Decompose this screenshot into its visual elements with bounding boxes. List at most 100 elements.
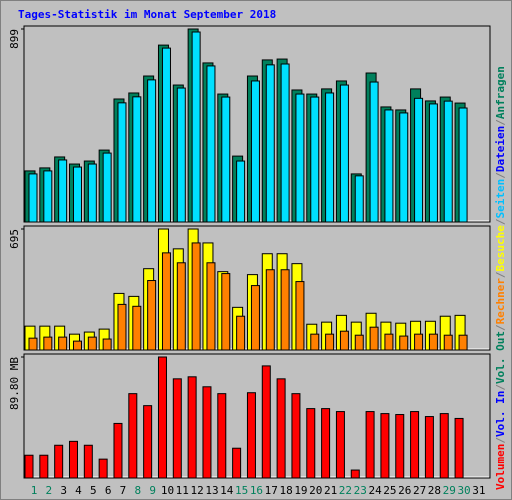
legend-entry: Besuche [494, 225, 507, 272]
x-tick-label: 30 [457, 484, 470, 497]
legend-entry: Anfragen [494, 66, 507, 119]
x-tick-label: 19 [294, 484, 307, 497]
legend: Volumen/Vol. In/Vol. Out/Rechner/Besuche… [494, 66, 507, 490]
bar [454, 417, 464, 479]
bar [325, 333, 335, 351]
bar [102, 338, 112, 351]
x-tick-label: 9 [149, 484, 156, 497]
bar [384, 109, 394, 223]
bar [410, 411, 420, 479]
bar [206, 65, 216, 223]
x-tick-label: 10 [161, 484, 174, 497]
bar [339, 84, 349, 223]
x-tick-label: 24 [368, 484, 382, 497]
x-tick-label: 4 [75, 484, 82, 497]
bar [414, 97, 424, 223]
bar [354, 175, 364, 223]
bar [325, 92, 335, 223]
bar [58, 336, 68, 351]
legend-entry: Seiten [494, 179, 507, 219]
bar [217, 393, 227, 479]
x-tick-label: 7 [120, 484, 127, 497]
bar [72, 340, 82, 351]
bar [98, 458, 108, 479]
x-tick-label: 1 [31, 484, 38, 497]
bar [246, 392, 256, 479]
bar [132, 305, 142, 351]
bar [369, 326, 379, 351]
legend-entry: Vol. In [494, 391, 507, 437]
bar [87, 163, 97, 223]
x-tick-label: 23 [354, 484, 367, 497]
bar [43, 170, 53, 223]
bar [28, 337, 38, 351]
bar [335, 411, 345, 479]
x-tick-label: 8 [134, 484, 141, 497]
bar [350, 469, 360, 479]
bar [458, 334, 468, 351]
legend-separator: / [494, 119, 507, 126]
bar [399, 112, 409, 223]
bar [132, 96, 142, 223]
bar [321, 408, 331, 479]
bar [380, 413, 390, 479]
bar [310, 96, 320, 223]
bar [458, 107, 468, 223]
x-tick-label: 6 [105, 484, 112, 497]
bar [424, 416, 434, 479]
bar [261, 365, 271, 479]
bar [384, 333, 394, 351]
x-tick-label: 2 [46, 484, 53, 497]
bar [161, 47, 171, 223]
panel [23, 353, 491, 479]
bar [117, 102, 127, 223]
x-tick-label: 28 [428, 484, 441, 497]
bar [147, 79, 157, 223]
bar [221, 96, 231, 223]
bar [117, 303, 127, 351]
bar [280, 269, 290, 351]
bar [354, 334, 364, 351]
bar [113, 422, 123, 479]
x-tick-label: 5 [90, 484, 97, 497]
bar [439, 413, 449, 479]
x-tick-label: 11 [176, 484, 189, 497]
x-tick-label: 21 [324, 484, 337, 497]
bar [58, 159, 68, 223]
bar [202, 386, 212, 479]
bar [72, 166, 82, 223]
bar [157, 356, 167, 479]
bar [191, 242, 201, 351]
legend-entry: Rechner [494, 278, 507, 325]
bar [236, 315, 246, 351]
bar [395, 414, 405, 479]
x-tick-label: 13 [205, 484, 218, 497]
bar [43, 336, 53, 351]
bar [161, 252, 171, 351]
bar [291, 393, 301, 479]
bar [221, 273, 231, 351]
bar [250, 80, 260, 223]
bar [172, 378, 182, 479]
bar [232, 447, 242, 479]
bar [276, 378, 286, 479]
bar [68, 440, 78, 479]
x-tick-label: 29 [443, 484, 456, 497]
y-tick-label: 899 [8, 29, 21, 49]
y-tick-label: 89.80 MB [8, 357, 21, 410]
x-tick-label: 25 [383, 484, 396, 497]
x-tick-label: 3 [60, 484, 67, 497]
bar [365, 411, 375, 479]
bar [102, 152, 112, 223]
bar [83, 444, 93, 479]
x-tick-label: 26 [398, 484, 411, 497]
legend-separator: / [494, 384, 507, 391]
x-tick-label: 17 [265, 484, 278, 497]
bar [280, 63, 290, 223]
bar [306, 408, 316, 479]
x-tick-label: 15 [235, 484, 248, 497]
bar [191, 31, 201, 223]
bar [443, 100, 453, 223]
